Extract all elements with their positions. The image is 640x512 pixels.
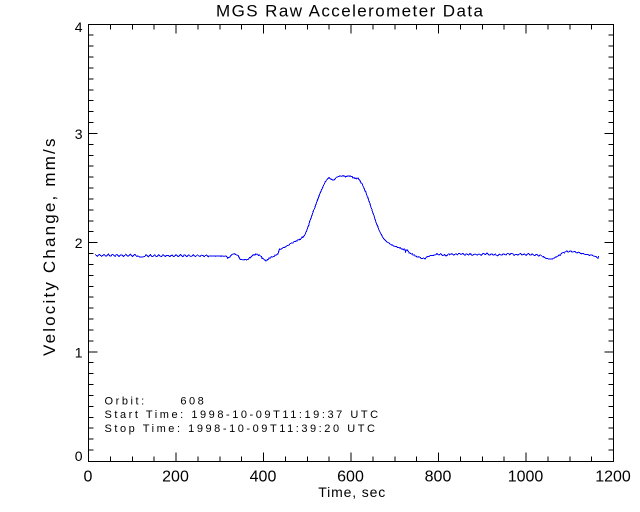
svg-text:0: 0 (75, 448, 83, 464)
svg-text:1200: 1200 (595, 468, 631, 485)
svg-text:Stop Time: 1998-10-09T11:39:20: Stop Time: 1998-10-09T11:39:20 UTC (105, 423, 378, 435)
svg-text:1000: 1000 (508, 468, 544, 485)
svg-text:1: 1 (75, 344, 83, 360)
svg-text:0: 0 (84, 468, 93, 485)
svg-text:200: 200 (162, 468, 189, 485)
svg-text:Orbit: 608: Orbit: 608 (105, 396, 207, 408)
svg-text:Start Time: 1998-10-09T11:19:3: Start Time: 1998-10-09T11:19:37 UTC (105, 409, 381, 421)
svg-text:Time, sec: Time, sec (318, 484, 386, 500)
svg-text:4: 4 (75, 19, 83, 35)
svg-text:2: 2 (75, 235, 83, 251)
svg-text:600: 600 (337, 468, 364, 485)
svg-text:400: 400 (250, 468, 277, 485)
svg-text:3: 3 (75, 126, 83, 142)
svg-text:800: 800 (425, 468, 452, 485)
svg-text:MGS Raw Accelerometer Data: MGS Raw Accelerometer Data (216, 1, 484, 20)
svg-text:Velocity Change, mm/s: Velocity Change, mm/s (40, 136, 59, 356)
